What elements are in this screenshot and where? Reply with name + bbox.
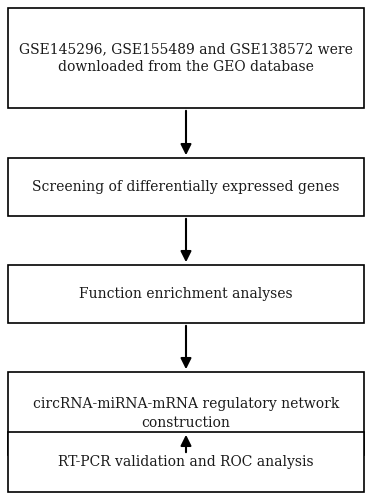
Bar xyxy=(8,432,364,492)
Bar xyxy=(8,372,364,455)
Text: circRNA-miRNA-mRNA regulatory network
construction: circRNA-miRNA-mRNA regulatory network co… xyxy=(33,398,339,430)
Text: Function enrichment analyses: Function enrichment analyses xyxy=(79,287,293,301)
Text: RT-PCR validation and ROC analysis: RT-PCR validation and ROC analysis xyxy=(58,455,314,469)
Text: GSE145296, GSE155489 and GSE138572 were
downloaded from the GEO database: GSE145296, GSE155489 and GSE138572 were … xyxy=(19,42,353,74)
Bar xyxy=(8,8,364,108)
Text: Screening of differentially expressed genes: Screening of differentially expressed ge… xyxy=(32,180,340,194)
Bar xyxy=(8,265,364,323)
Bar xyxy=(8,158,364,216)
